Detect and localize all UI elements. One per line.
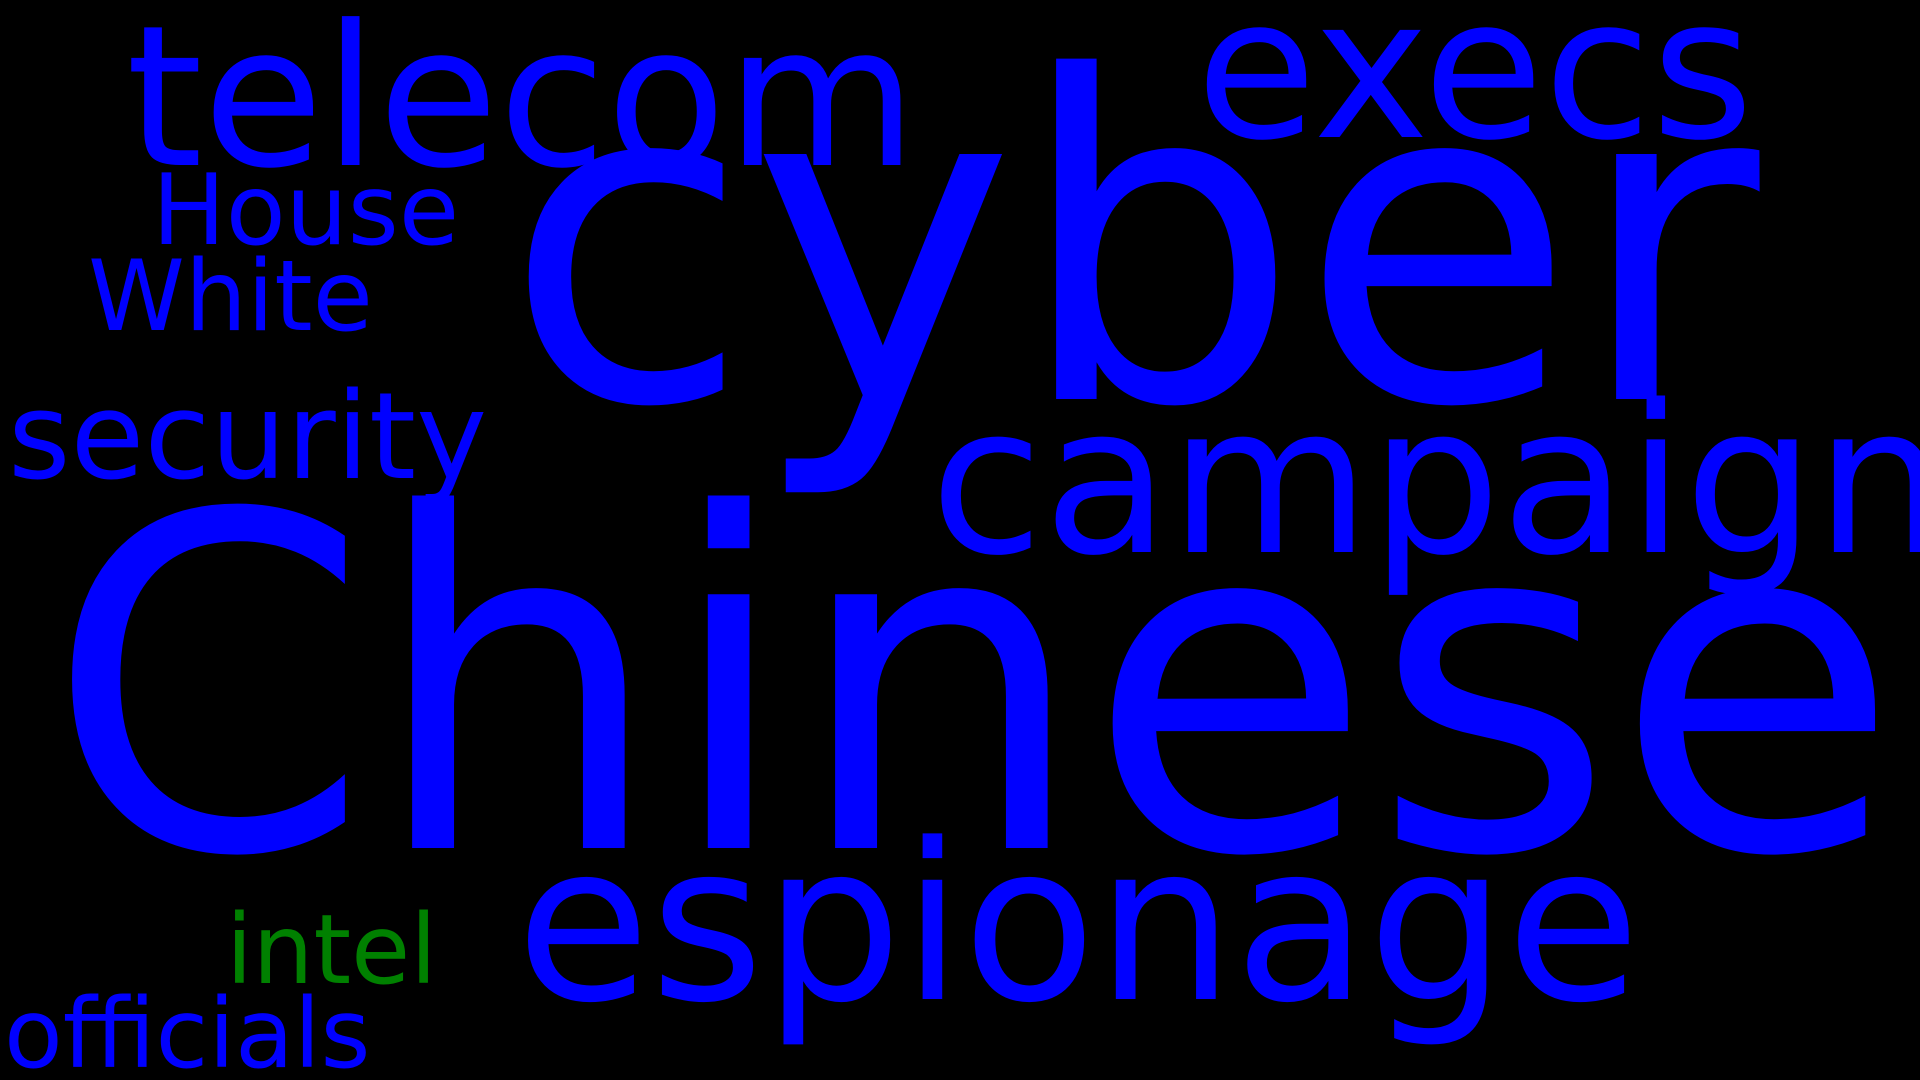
word-security: security [8, 368, 488, 507]
word-execs: execs [1196, 0, 1754, 184]
word-white: White [88, 240, 373, 354]
word-cyber: cyber [504, 0, 1760, 505]
word-intel: intel [226, 894, 437, 1006]
word-campaign: campaign [930, 361, 1920, 601]
word-officials: officials [4, 978, 371, 1080]
word-chinese: Chinese [46, 418, 1900, 958]
word-espionage: espionage [516, 798, 1641, 1051]
word-telecom: telecom [126, 0, 918, 212]
word-house: House [152, 154, 460, 268]
